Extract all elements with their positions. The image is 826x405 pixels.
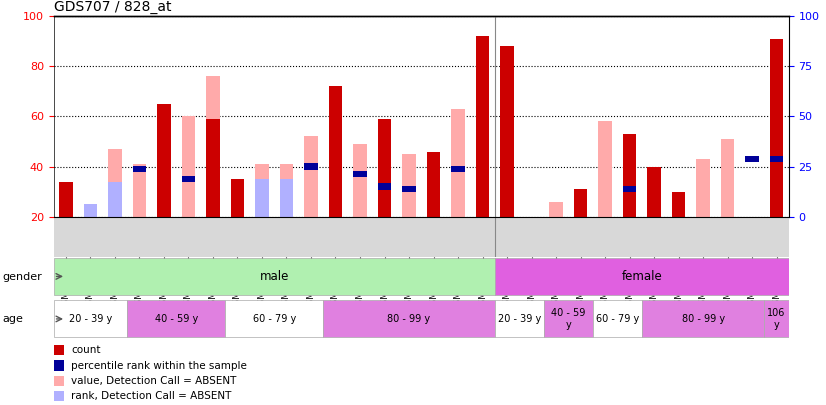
- Bar: [764, 301, 789, 337]
- Bar: [623, 186, 636, 192]
- Bar: [127, 301, 225, 337]
- Bar: [745, 156, 759, 162]
- Bar: [721, 139, 734, 217]
- Bar: [108, 149, 121, 217]
- Bar: [377, 183, 392, 190]
- Bar: [642, 301, 764, 337]
- Bar: [133, 164, 146, 217]
- Bar: [770, 39, 783, 217]
- Text: 40 - 59 y: 40 - 59 y: [154, 314, 198, 324]
- Bar: [133, 166, 146, 172]
- Bar: [648, 166, 661, 217]
- Bar: [696, 159, 710, 217]
- Bar: [476, 151, 489, 217]
- Text: female: female: [621, 270, 662, 283]
- Text: percentile rank within the sample: percentile rank within the sample: [71, 360, 247, 371]
- Bar: [280, 164, 293, 217]
- Text: 80 - 99 y: 80 - 99 y: [387, 314, 430, 324]
- Text: 60 - 79 y: 60 - 79 y: [596, 314, 639, 324]
- Bar: [354, 144, 367, 217]
- Bar: [549, 202, 563, 217]
- Text: 40 - 59
y: 40 - 59 y: [551, 308, 586, 330]
- Bar: [255, 179, 268, 217]
- Bar: [495, 258, 789, 295]
- Text: value, Detection Call = ABSENT: value, Detection Call = ABSENT: [71, 376, 236, 386]
- Bar: [206, 76, 220, 217]
- Bar: [280, 179, 293, 217]
- Text: GDS707 / 828_at: GDS707 / 828_at: [54, 0, 171, 14]
- Bar: [354, 171, 367, 177]
- Text: 80 - 99 y: 80 - 99 y: [681, 314, 724, 324]
- Text: gender: gender: [2, 272, 42, 281]
- Bar: [230, 179, 244, 217]
- Bar: [304, 136, 318, 217]
- Bar: [230, 179, 244, 217]
- Bar: [323, 301, 495, 337]
- Text: 20 - 39 y: 20 - 39 y: [69, 314, 112, 324]
- Bar: [501, 46, 514, 217]
- Bar: [206, 119, 220, 217]
- Text: 106
y: 106 y: [767, 308, 786, 330]
- Bar: [593, 301, 642, 337]
- Text: 60 - 79 y: 60 - 79 y: [253, 314, 296, 324]
- Bar: [54, 258, 495, 295]
- Bar: [495, 301, 544, 337]
- Bar: [770, 156, 783, 162]
- Bar: [329, 86, 342, 217]
- Bar: [83, 204, 97, 217]
- Bar: [182, 176, 195, 182]
- Bar: [402, 154, 415, 217]
- Bar: [182, 117, 195, 217]
- Bar: [54, 301, 127, 337]
- Bar: [574, 189, 587, 217]
- Bar: [402, 186, 415, 192]
- Bar: [623, 134, 636, 217]
- Bar: [427, 151, 440, 217]
- Bar: [544, 301, 593, 337]
- Text: rank, Detection Call = ABSENT: rank, Detection Call = ABSENT: [71, 391, 231, 401]
- Bar: [225, 301, 323, 337]
- Bar: [598, 122, 612, 217]
- Bar: [451, 109, 465, 217]
- Bar: [108, 181, 121, 217]
- Text: age: age: [2, 314, 23, 324]
- Text: 20 - 39 y: 20 - 39 y: [497, 314, 541, 324]
- Bar: [377, 174, 392, 217]
- Bar: [157, 104, 171, 217]
- Text: count: count: [71, 345, 101, 355]
- Bar: [501, 156, 514, 217]
- Bar: [255, 164, 268, 217]
- Bar: [672, 192, 686, 217]
- Text: male: male: [259, 270, 289, 283]
- Bar: [59, 181, 73, 217]
- Bar: [304, 164, 318, 170]
- Bar: [377, 119, 392, 217]
- Bar: [476, 36, 489, 217]
- Bar: [451, 166, 465, 172]
